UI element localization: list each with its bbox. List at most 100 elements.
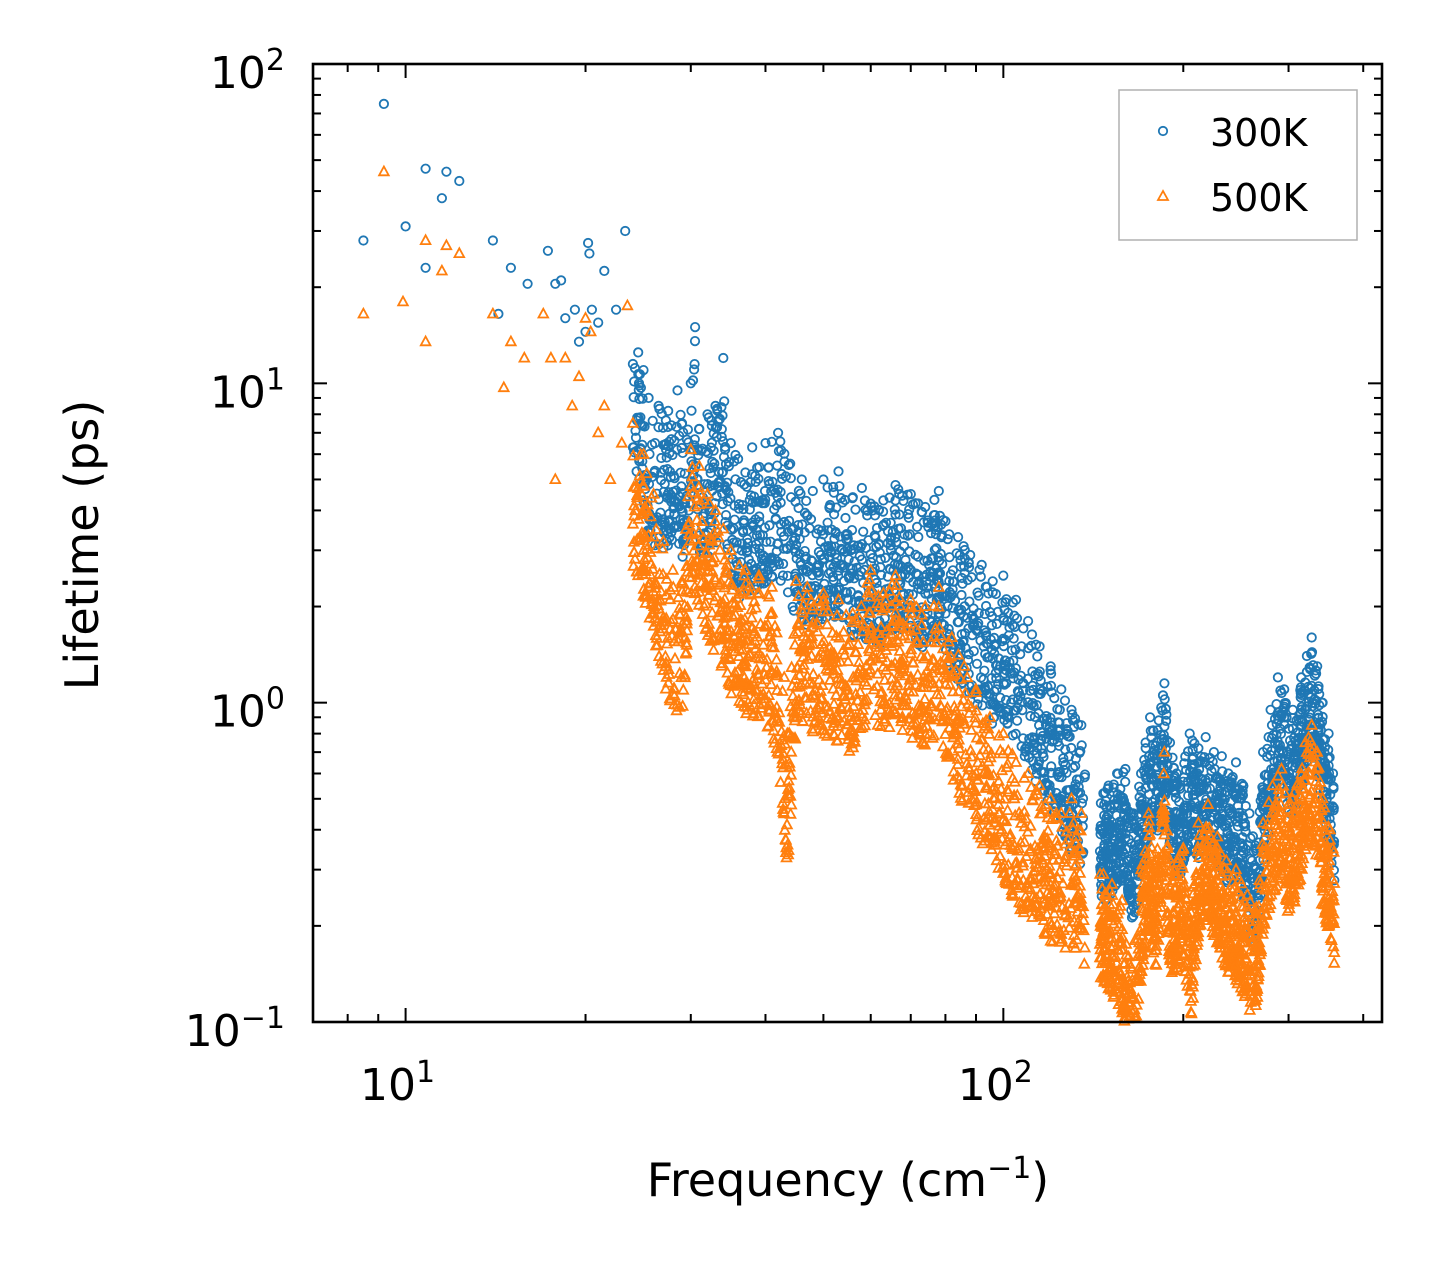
data-point-300k	[1010, 663, 1022, 674]
data-point-500k	[647, 606, 661, 618]
data-point-300k	[997, 597, 1008, 608]
data-point-500k	[1028, 839, 1042, 851]
data-point-300k	[912, 498, 924, 509]
data-point-500k	[692, 459, 706, 471]
data-point-300k	[1067, 715, 1079, 726]
data-point-300k	[748, 519, 759, 530]
data-point-300k	[781, 519, 792, 530]
data-point-500k	[969, 685, 983, 697]
data-point-500k	[666, 563, 680, 575]
data-point-300k	[887, 526, 898, 538]
data-point-500k	[841, 638, 854, 650]
data-point-500k	[815, 706, 829, 718]
data-point-500k	[440, 238, 453, 251]
data-point-500k	[910, 634, 924, 646]
data-point-500k	[924, 634, 938, 647]
data-point-500k	[1073, 866, 1087, 878]
data-point-500k	[1064, 878, 1078, 890]
data-point-500k	[871, 718, 885, 730]
data-point-300k	[1049, 692, 1060, 704]
data-point-500k	[903, 631, 916, 644]
data-point-300k	[573, 336, 585, 347]
data-point-300k	[487, 235, 498, 246]
data-point-500k	[1093, 867, 1107, 879]
data-point-500k	[934, 628, 948, 641]
data-point-500k	[735, 685, 749, 697]
data-point-500k	[1026, 890, 1040, 902]
data-point-300k	[878, 519, 889, 530]
data-point-300k	[1289, 750, 1300, 761]
data-point-500k	[747, 627, 761, 639]
data-point-300k	[705, 442, 717, 453]
data-point-300k	[1010, 728, 1021, 740]
data-point-300k	[593, 317, 604, 328]
data-point-500k	[860, 678, 874, 690]
data-point-500k	[649, 541, 663, 554]
data-point-300k	[660, 438, 672, 449]
data-point-500k	[627, 498, 641, 511]
data-point-300k	[785, 458, 796, 469]
data-point-300k	[713, 477, 724, 488]
data-point-500k	[668, 651, 682, 664]
data-point-300k	[913, 569, 924, 581]
data-point-500k	[626, 448, 640, 461]
data-point-500k	[630, 490, 644, 503]
data-point-300k	[737, 499, 748, 511]
data-point-500k	[1033, 887, 1047, 900]
data-point-300k	[711, 490, 722, 502]
data-point-300k	[937, 558, 948, 570]
data-point-500k	[785, 679, 799, 691]
data-point-500k	[918, 674, 931, 686]
data-point-300k	[929, 509, 941, 521]
data-point-500k	[976, 716, 990, 729]
data-point-300k	[782, 570, 793, 581]
data-point-500k	[995, 763, 1009, 776]
data-point-300k	[1067, 709, 1078, 720]
data-point-300k	[720, 509, 732, 521]
data-point-500k	[886, 678, 899, 691]
data-point-500k	[743, 586, 757, 598]
data-point-300k	[599, 265, 610, 276]
data-point-500k	[791, 617, 805, 629]
data-point-500k	[817, 634, 831, 646]
data-point-500k	[1063, 806, 1077, 818]
data-point-300k	[840, 530, 852, 541]
data-point-300k	[741, 547, 753, 558]
data-point-500k	[936, 714, 950, 726]
data-point-300k	[1033, 671, 1044, 682]
data-point-300k	[1054, 766, 1066, 778]
data-point-500k	[653, 624, 667, 637]
data-point-500k	[1032, 907, 1046, 920]
data-point-500k	[832, 592, 845, 605]
data-point-500k	[699, 545, 713, 557]
data-point-300k	[980, 600, 992, 612]
data-point-500k	[1229, 862, 1243, 875]
data-point-500k	[626, 517, 640, 529]
data-point-300k	[716, 467, 728, 478]
data-point-500k	[719, 643, 732, 655]
data-point-500k	[1047, 853, 1060, 865]
data-point-300k	[837, 497, 848, 508]
data-point-500k	[883, 584, 896, 596]
data-point-500k	[377, 164, 391, 177]
data-point-300k	[1175, 813, 1186, 825]
data-point-500k	[712, 609, 725, 621]
data-point-300k	[934, 608, 945, 619]
data-point-300k	[1056, 684, 1067, 695]
data-point-500k	[770, 625, 784, 638]
data-point-300k	[822, 525, 834, 536]
data-point-500k	[966, 792, 979, 805]
data-point-300k	[812, 567, 824, 578]
data-point-500k	[826, 626, 839, 638]
data-point-500k	[788, 705, 802, 718]
data-point-500k	[659, 681, 673, 694]
data-point-500k	[1048, 847, 1061, 860]
data-point-500k	[830, 733, 844, 746]
data-point-300k	[904, 529, 915, 540]
data-point-500k	[419, 233, 432, 246]
data-point-300k	[925, 616, 937, 628]
data-point-300k	[708, 428, 719, 439]
data-point-500k	[638, 552, 651, 565]
data-point-300k	[932, 522, 944, 533]
data-point-300k	[1201, 777, 1212, 788]
